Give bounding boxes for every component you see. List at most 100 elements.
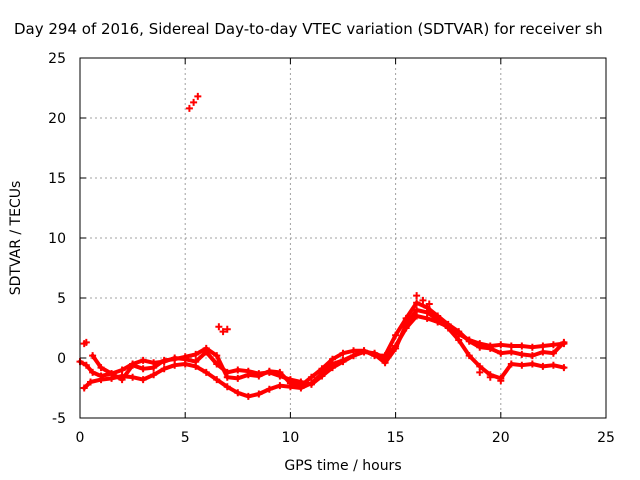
data-point	[455, 336, 463, 344]
data-point	[139, 376, 147, 384]
data-point	[539, 362, 547, 370]
data-point	[108, 370, 116, 378]
x-tick-label: 10	[281, 430, 299, 446]
data-point	[360, 347, 368, 355]
data-point	[476, 368, 484, 376]
data-point	[265, 367, 273, 375]
data-point	[192, 362, 200, 370]
data-point	[223, 373, 231, 381]
y-axis-label: SDTVAR / TECUs	[8, 181, 24, 296]
data-point	[234, 374, 242, 382]
data-point	[80, 384, 88, 392]
data-point	[89, 352, 97, 360]
data-point	[139, 365, 147, 373]
data-point	[444, 320, 452, 328]
data-point	[486, 373, 494, 381]
data-point	[528, 343, 536, 351]
data-point	[185, 104, 193, 112]
data-point	[413, 306, 421, 314]
data-point	[129, 373, 137, 381]
data-point	[425, 300, 433, 308]
data-point	[307, 379, 315, 387]
data-point	[539, 348, 547, 356]
data-point	[129, 361, 137, 369]
data-point	[190, 98, 198, 106]
data-point	[518, 350, 526, 358]
data-point	[476, 343, 484, 351]
data-point	[171, 361, 179, 369]
y-tick-label: 25	[48, 51, 66, 67]
data-point	[160, 356, 168, 364]
data-point	[497, 349, 505, 357]
y-tick-label: 5	[57, 291, 66, 307]
data-point	[402, 314, 410, 322]
data-point	[97, 376, 105, 384]
data-point	[328, 355, 336, 363]
data-point	[181, 353, 189, 361]
data-point	[497, 341, 505, 349]
data-point	[339, 356, 347, 364]
data-point	[139, 356, 147, 364]
x-tick-label: 15	[387, 430, 405, 446]
data-point	[392, 331, 400, 339]
y-tick-label: 15	[48, 171, 66, 187]
data-point	[255, 372, 263, 380]
data-point	[234, 389, 242, 397]
data-point	[350, 347, 358, 355]
x-tick-label: 25	[597, 430, 615, 446]
series-track-3	[89, 299, 568, 390]
data-point	[528, 360, 536, 368]
data-point	[82, 361, 90, 369]
data-point	[213, 376, 221, 384]
data-point	[150, 364, 158, 372]
data-point	[276, 368, 284, 376]
data-point	[286, 379, 294, 387]
data-point	[507, 342, 515, 350]
data-point	[150, 371, 158, 379]
data-point	[202, 368, 210, 376]
data-point	[234, 366, 242, 374]
x-axis-label: GPS time / hours	[284, 458, 401, 474]
x-tick-label: 0	[76, 430, 85, 446]
data-point	[413, 299, 421, 307]
data-point	[486, 344, 494, 352]
data-point	[194, 92, 202, 100]
data-point	[549, 341, 557, 349]
data-point	[371, 352, 379, 360]
data-point	[89, 368, 97, 376]
data-point	[560, 364, 568, 372]
data-point	[97, 364, 105, 372]
data-point	[497, 377, 505, 385]
series-trace	[84, 96, 501, 380]
data-point	[413, 292, 421, 300]
data-point	[539, 342, 547, 350]
data-point	[465, 337, 473, 345]
data-point	[528, 352, 536, 360]
data-point	[307, 373, 315, 381]
data-point	[82, 338, 90, 346]
data-point	[255, 390, 263, 398]
data-point	[507, 360, 515, 368]
data-point	[419, 296, 427, 304]
data-point	[181, 360, 189, 368]
x-tick-label: 20	[492, 430, 510, 446]
data-point	[213, 352, 221, 360]
data-point	[244, 392, 252, 400]
data-point	[560, 338, 568, 346]
data-point	[518, 361, 526, 369]
data-point	[297, 382, 305, 390]
y-tick-label: 10	[48, 231, 66, 247]
data-point	[465, 352, 473, 360]
data-point	[455, 328, 463, 336]
data-point	[118, 376, 126, 384]
axis-ticks: 0 5 10 15 20 25 -5 0 5 10 15 20 25	[48, 51, 615, 446]
data-point	[219, 328, 227, 336]
y-tick-label: 0	[57, 351, 66, 367]
y-tick-label: -5	[52, 411, 66, 427]
data-point	[118, 366, 126, 374]
data-point	[318, 365, 326, 373]
data-point	[87, 378, 95, 386]
data-point	[339, 349, 347, 357]
data-point	[223, 383, 231, 391]
